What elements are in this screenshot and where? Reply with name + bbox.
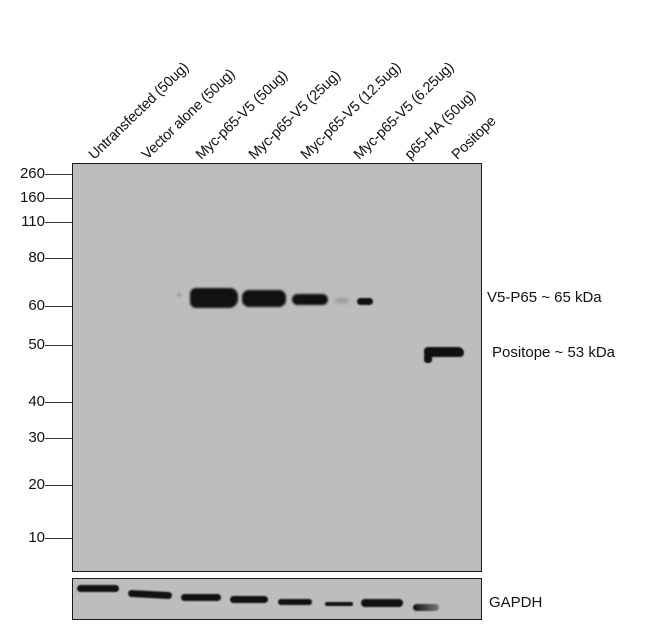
annotation-gapdh: GAPDH (489, 594, 543, 611)
mw-tick-60: 60 (0, 298, 72, 314)
gapdh-band-lane-3 (181, 594, 221, 601)
gapdh-band-lane-6 (325, 602, 353, 606)
mw-tick-80: 80 (0, 250, 72, 266)
annotation-positope: Positope ~ 53 kDa (492, 344, 615, 361)
band-positope (424, 347, 464, 357)
band-myc-p65-12-5ug (292, 294, 328, 305)
gapdh-band-lane-5 (278, 599, 312, 605)
mw-tick-10: 10 (0, 530, 72, 546)
lane-label-5: Myc-p65-V5 (12.5ug) (297, 59, 405, 163)
band-untransfected-faint-dot (177, 293, 181, 297)
gapdh-blot-strip (72, 578, 482, 620)
lane-label-1: Untransfected (50ug) (85, 59, 193, 163)
mw-tick-50: 50 (0, 337, 72, 353)
band-myc-p65-50ug (190, 288, 238, 308)
annotation-v5-p65: V5-P65 ~ 65 kDa (487, 289, 602, 306)
lane-label-2: Vector alone (50ug) (138, 66, 239, 163)
mw-tick-260: 260 (0, 166, 72, 182)
band-myc-p65-6-25ug-faint (335, 298, 349, 303)
band-positope-tail (424, 354, 432, 363)
lane-label-3: Myc-p65-V5 (50ug) (192, 67, 291, 163)
main-blot-membrane (72, 163, 482, 572)
mw-tick-20: 20 (0, 477, 72, 493)
gapdh-band-lane-2 (127, 589, 173, 600)
mw-tick-30: 30 (0, 430, 72, 446)
gapdh-band-lane-1 (77, 585, 119, 592)
gapdh-band-lane-4 (230, 596, 268, 603)
band-myc-p65-25ug (242, 290, 286, 307)
gapdh-band-lane-7 (361, 599, 403, 607)
lane-label-4: Myc-p65-V5 (25ug) (245, 67, 344, 163)
mw-tick-110: 110 (0, 214, 72, 230)
gapdh-band-lane-8 (413, 604, 439, 611)
mw-tick-160: 160 (0, 190, 72, 206)
band-myc-p65-6-25ug (357, 298, 373, 305)
mw-tick-40: 40 (0, 394, 72, 410)
